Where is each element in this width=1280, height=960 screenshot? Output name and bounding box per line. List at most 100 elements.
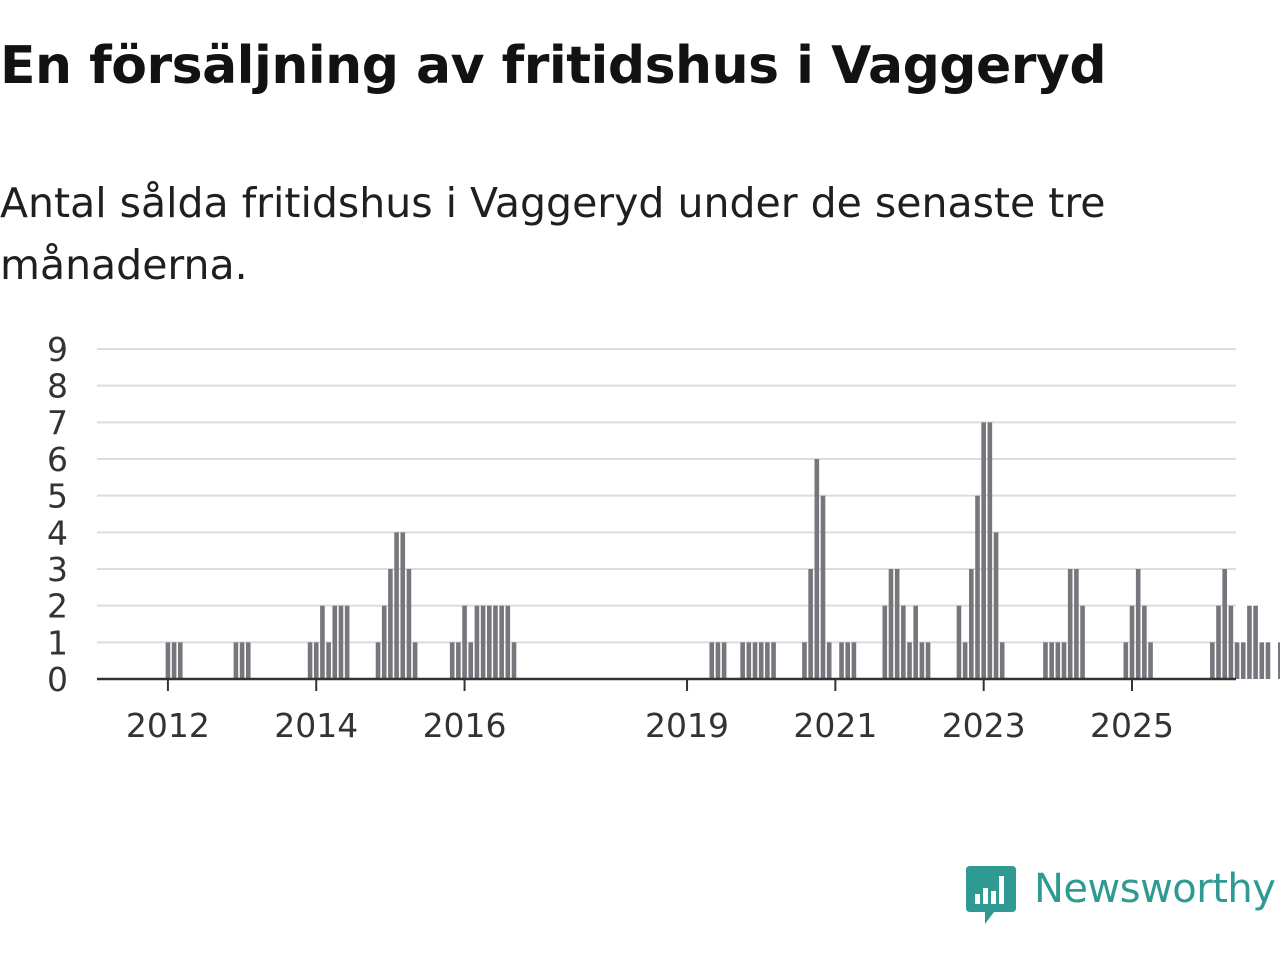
x-tick-label: 2019 xyxy=(645,706,729,745)
bar xyxy=(1080,605,1085,679)
bar xyxy=(239,642,245,679)
y-tick-label: 1 xyxy=(47,623,68,662)
bar xyxy=(177,642,183,679)
bar xyxy=(845,642,851,679)
bar xyxy=(1055,642,1061,679)
bar xyxy=(493,605,498,679)
bar xyxy=(956,605,962,679)
y-tick-label: 5 xyxy=(47,477,68,516)
bar xyxy=(233,642,239,679)
bar xyxy=(1240,642,1246,679)
bar xyxy=(839,642,844,679)
bar xyxy=(907,642,912,679)
bar xyxy=(808,569,813,679)
bar xyxy=(468,642,474,679)
bar xyxy=(474,605,480,679)
bar xyxy=(1210,642,1215,679)
bar xyxy=(1253,605,1258,679)
y-tick-label: 8 xyxy=(47,367,68,406)
bar xyxy=(851,642,857,679)
bar xyxy=(888,569,894,679)
chart-subtitle: Antal sålda fritidshus i Vaggeryd under … xyxy=(0,179,1106,289)
bar xyxy=(820,495,826,679)
bar xyxy=(721,642,727,679)
bar xyxy=(1216,605,1221,679)
bar xyxy=(1228,605,1234,679)
bar xyxy=(1148,642,1153,679)
bar xyxy=(1129,605,1135,679)
y-tick-label: 9 xyxy=(47,330,68,369)
bar xyxy=(1222,569,1227,679)
bar xyxy=(1259,642,1265,679)
bar xyxy=(462,605,467,679)
newsworthy-logo-icon xyxy=(966,866,1016,924)
bar xyxy=(919,642,925,679)
bar xyxy=(999,642,1005,679)
x-tick-label: 2023 xyxy=(942,706,1026,745)
bar xyxy=(381,605,387,679)
bar xyxy=(987,422,993,679)
bar xyxy=(771,642,776,679)
bar xyxy=(1265,642,1271,679)
bar xyxy=(456,642,461,679)
bar xyxy=(802,642,807,679)
y-tick-label: 7 xyxy=(47,403,68,442)
bar xyxy=(480,605,486,679)
bar xyxy=(486,605,492,679)
bar xyxy=(394,532,399,679)
bar xyxy=(1278,642,1280,679)
bar xyxy=(758,642,764,679)
y-tick-label: 3 xyxy=(47,550,68,589)
bar xyxy=(975,495,980,679)
bar xyxy=(165,642,171,679)
y-tick-label: 4 xyxy=(47,513,68,552)
bar xyxy=(313,642,319,679)
bar xyxy=(326,642,331,679)
bar xyxy=(499,605,504,679)
bar xyxy=(1234,642,1240,679)
bar xyxy=(765,642,770,679)
bar xyxy=(320,605,325,679)
newsworthy-logo-text: Newsworthy xyxy=(1034,866,1276,912)
bar xyxy=(962,642,968,679)
bar xyxy=(1067,569,1073,679)
bar xyxy=(245,642,251,679)
bar xyxy=(307,642,313,679)
bar xyxy=(449,642,455,679)
bar xyxy=(505,605,511,679)
bar xyxy=(925,642,931,679)
y-tick-label: 6 xyxy=(47,440,68,479)
bar xyxy=(894,569,900,679)
bar xyxy=(375,642,381,679)
bar xyxy=(826,642,832,679)
x-tick-label: 2025 xyxy=(1090,706,1174,745)
bar xyxy=(171,642,177,679)
bar xyxy=(715,642,721,679)
bar xyxy=(882,605,888,679)
bar-chart: 012345678920122014201620192021202320251 xyxy=(47,330,1280,745)
bar xyxy=(1142,605,1147,679)
bar xyxy=(338,605,344,679)
bar xyxy=(752,642,758,679)
bar xyxy=(406,569,412,679)
bar xyxy=(1123,642,1129,679)
bar xyxy=(814,459,820,679)
y-tick-label: 0 xyxy=(47,660,68,699)
bar xyxy=(901,605,906,679)
y-tick-label: 2 xyxy=(47,587,68,626)
bar xyxy=(332,605,338,679)
bar xyxy=(1061,642,1067,679)
chart-title: En försäljning av fritidshus i Vaggeryd xyxy=(0,36,1107,96)
x-tick-label: 2021 xyxy=(793,706,877,745)
bar xyxy=(746,642,752,679)
bar xyxy=(1074,569,1079,679)
bar xyxy=(913,605,918,679)
bar xyxy=(1247,605,1252,679)
x-tick-label: 2014 xyxy=(274,706,358,745)
x-tick-label: 2016 xyxy=(423,706,507,745)
newsworthy-logo: Newsworthy xyxy=(964,864,1280,928)
x-tick-label: 2012 xyxy=(126,706,210,745)
bar xyxy=(981,422,986,679)
bar xyxy=(993,532,999,679)
bar xyxy=(412,642,418,679)
